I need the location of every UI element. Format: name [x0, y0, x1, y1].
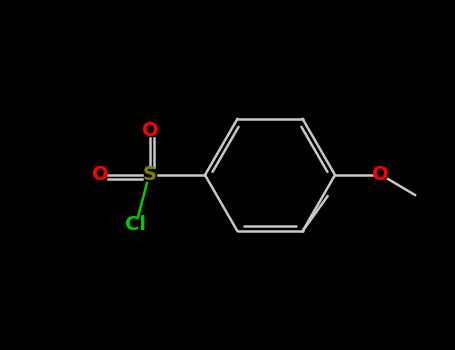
Text: S: S: [143, 166, 157, 184]
Text: O: O: [372, 166, 388, 184]
Text: O: O: [142, 120, 158, 140]
Text: O: O: [92, 166, 108, 184]
Text: Cl: Cl: [125, 216, 146, 234]
